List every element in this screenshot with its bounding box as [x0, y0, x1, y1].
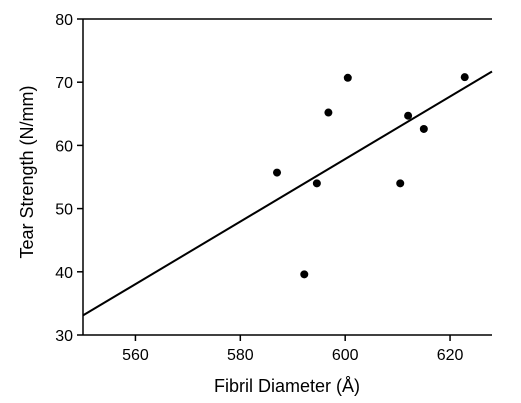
regression-line [82, 70, 493, 317]
data-point [419, 124, 428, 133]
x-tick-label: 560 [122, 347, 149, 364]
x-tick-label: 580 [227, 347, 254, 364]
data-point [460, 73, 469, 82]
data-point [396, 179, 405, 188]
data-point [404, 111, 413, 120]
y-tick-label: 40 [55, 265, 73, 282]
y-tick-label: 50 [55, 202, 73, 219]
y-tick-label: 30 [55, 328, 73, 345]
y-tick-label: 80 [55, 12, 73, 29]
data-point [312, 179, 321, 188]
x-axis-title: Fibril Diameter (Å) [214, 376, 360, 396]
y-tick-label: 70 [55, 75, 73, 92]
data-point [324, 108, 333, 117]
x-tick-label: 620 [437, 347, 464, 364]
x-tick-label: 600 [332, 347, 359, 364]
data-point [273, 168, 282, 177]
y-tick-label: 60 [55, 138, 73, 155]
y-axis-title: Tear Strength (N/mm) [17, 85, 37, 258]
data-point [300, 270, 309, 279]
data-point [343, 73, 352, 82]
